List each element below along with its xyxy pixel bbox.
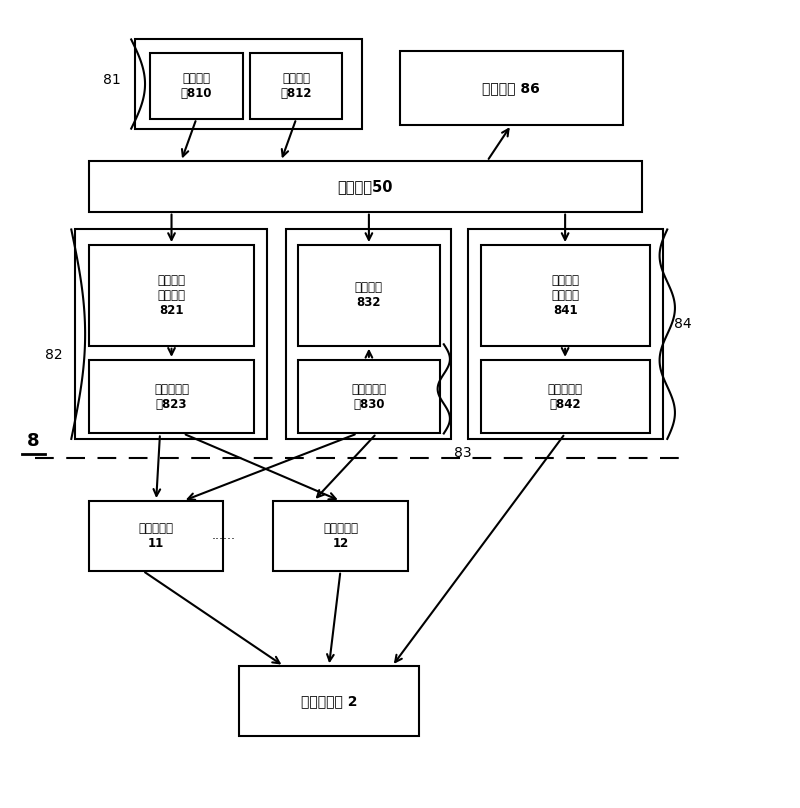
Text: ......: ...... [211, 529, 235, 542]
Text: 中央监控器 2: 中央监控器 2 [301, 694, 358, 708]
Text: 8: 8 [26, 432, 39, 450]
FancyBboxPatch shape [75, 229, 267, 439]
FancyBboxPatch shape [89, 360, 254, 433]
FancyBboxPatch shape [135, 40, 362, 128]
Text: 82: 82 [45, 348, 62, 362]
FancyBboxPatch shape [238, 666, 419, 736]
FancyBboxPatch shape [298, 360, 440, 433]
Text: 83: 83 [454, 446, 472, 460]
Text: 诱导信号
产生装置
821: 诱导信号 产生装置 821 [158, 274, 186, 317]
FancyBboxPatch shape [286, 229, 451, 439]
FancyBboxPatch shape [89, 162, 642, 212]
FancyBboxPatch shape [481, 360, 650, 433]
Text: 学习信号
产生装置
841: 学习信号 产生装置 841 [551, 274, 579, 317]
Text: 学习功能
键812: 学习功能 键812 [281, 72, 312, 99]
FancyBboxPatch shape [467, 229, 663, 439]
Text: 高频接收电
路830: 高频接收电 路830 [351, 383, 386, 410]
Text: 81: 81 [103, 73, 121, 86]
Text: 控制逻辈50: 控制逻辈50 [338, 179, 393, 194]
Text: 传感发射器
12: 传感发射器 12 [323, 522, 358, 550]
FancyBboxPatch shape [274, 501, 408, 570]
Text: 低频发射电
路823: 低频发射电 路823 [154, 383, 189, 410]
FancyBboxPatch shape [481, 245, 650, 346]
FancyBboxPatch shape [150, 53, 242, 119]
FancyBboxPatch shape [298, 245, 440, 346]
Text: 高频发射电
路842: 高频发射电 路842 [548, 383, 582, 410]
Text: 采集功能
键810: 采集功能 键810 [181, 72, 212, 99]
Text: 提取装置
832: 提取装置 832 [355, 281, 383, 309]
Text: 84: 84 [674, 317, 691, 330]
FancyBboxPatch shape [250, 53, 342, 119]
Text: 传感发射器
11: 传感发射器 11 [138, 522, 174, 550]
FancyBboxPatch shape [89, 501, 223, 570]
FancyBboxPatch shape [400, 51, 622, 124]
FancyBboxPatch shape [89, 245, 254, 346]
Text: 指示单元 86: 指示单元 86 [482, 81, 540, 95]
